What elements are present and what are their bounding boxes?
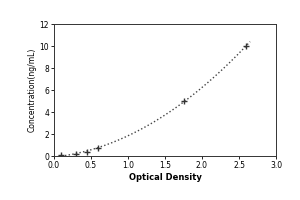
Y-axis label: Concentration(ng/mL): Concentration(ng/mL) [28, 48, 37, 132]
X-axis label: Optical Density: Optical Density [129, 173, 201, 182]
